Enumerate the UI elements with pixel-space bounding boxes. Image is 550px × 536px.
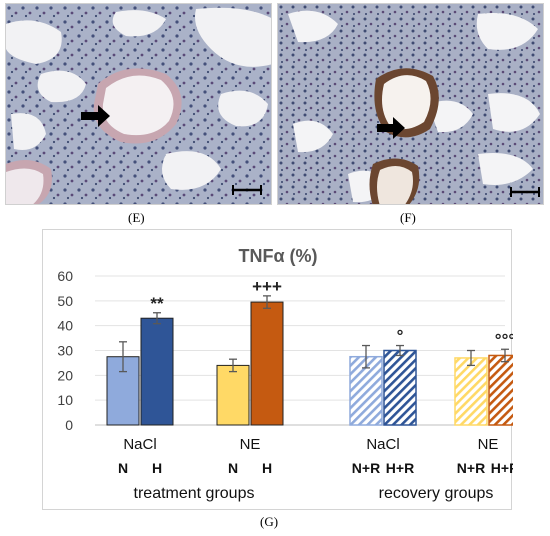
subgroup-label: NaCl [366, 436, 399, 453]
bar [140, 317, 174, 426]
group-label: recovery groups [379, 485, 494, 502]
y-tick-label: 40 [57, 318, 73, 334]
y-tick-label: 30 [57, 343, 73, 359]
y-tick-label: 0 [65, 417, 73, 433]
significance-marker: ** [150, 294, 164, 313]
bar-label: H+R [491, 460, 513, 476]
subgroup-label: NaCl [123, 436, 156, 453]
bar-label: N+R [352, 460, 380, 476]
panel-label-f: (F) [400, 210, 416, 225]
micrograph-e [5, 3, 272, 205]
panel-label-e: (E) [128, 210, 145, 225]
y-tick-label: 50 [57, 293, 73, 309]
bar-label: H [152, 460, 162, 476]
bar [383, 349, 417, 426]
bar [216, 364, 250, 426]
bar [488, 354, 513, 426]
bar-label: H+R [386, 460, 414, 476]
chart-title: TNFα (%) [238, 246, 317, 266]
chart-frame: TNFα (%) 0 10 20 30 40 50 60 N ** H NaCl N +++ H NE trea… [42, 229, 513, 510]
tnf-alpha-chart: TNFα (%)0102030405060N**HNaClN+++HNEtrea… [57, 246, 513, 502]
significance-marker: ° [397, 327, 404, 346]
bar-label: N+R [457, 460, 485, 476]
y-tick-label: 60 [57, 268, 73, 284]
bar-label: N [118, 460, 128, 476]
subgroup-label: NE [240, 436, 261, 453]
significance-marker: +++ [252, 277, 282, 296]
y-tick-label: 10 [57, 392, 73, 408]
bar [250, 301, 284, 426]
significance-marker: °°° [495, 330, 513, 349]
y-tick-label: 20 [57, 367, 73, 383]
subgroup-label: NE [478, 436, 499, 453]
micrograph-f [277, 3, 544, 205]
bar-label: H [262, 460, 272, 476]
group-label: treatment groups [134, 485, 255, 502]
panel-label-g: (G) [260, 514, 279, 529]
bar-label: N [228, 460, 238, 476]
bar [454, 357, 488, 426]
